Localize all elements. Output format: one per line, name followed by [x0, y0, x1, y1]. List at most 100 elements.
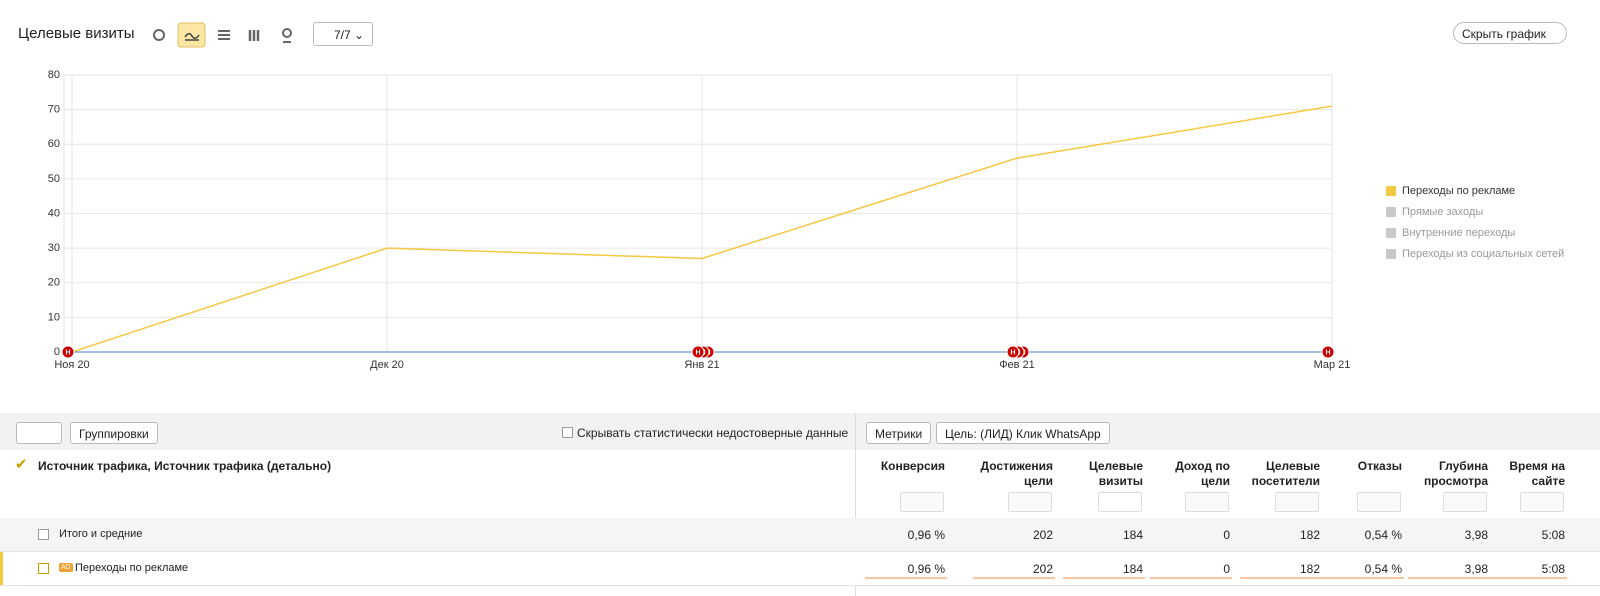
- legend-label: Прямые заходы: [1402, 206, 1483, 218]
- y-tick-label: 40: [48, 207, 60, 219]
- legend-checkbox: [1386, 186, 1396, 196]
- legend-checkbox: [1386, 228, 1396, 238]
- table-cell: 0: [1223, 562, 1230, 576]
- segments-label: 7/7: [334, 28, 351, 42]
- y-tick-label: 0: [54, 346, 60, 358]
- metrics-button[interactable]: Метрики: [866, 422, 932, 444]
- y-tick-label: 60: [48, 138, 60, 150]
- x-tick-label: Дек 20: [370, 359, 404, 371]
- cell-bar: [1240, 577, 1322, 579]
- row-badge: AD: [59, 563, 73, 572]
- y-tick-label: 20: [48, 277, 60, 289]
- column-tools: [900, 492, 944, 512]
- table-row: [0, 552, 1600, 586]
- column-header: Время на сайте: [1509, 459, 1565, 488]
- hide-chart-label: Скрыть график: [1462, 27, 1546, 41]
- row-checkbox: [38, 563, 49, 574]
- dimension-header: Источник трафика, Источник трафика (дета…: [38, 459, 332, 473]
- event-label: Н: [65, 349, 70, 356]
- table-cell: 3,98: [1464, 562, 1488, 576]
- y-tick-label: 70: [48, 104, 60, 116]
- table-cell: 184: [1122, 562, 1143, 576]
- event-label: Н: [1010, 349, 1015, 356]
- event-marker: Н: [691, 345, 705, 359]
- divider: [855, 413, 856, 596]
- cell-bar: [865, 577, 947, 579]
- column-tools: [1275, 492, 1319, 512]
- row-marker: [0, 552, 3, 585]
- table-cell: 182: [1299, 562, 1320, 576]
- column-tools: [1098, 492, 1142, 512]
- table-cell: 3,98: [1464, 528, 1488, 542]
- column-header: Целевые посетители: [1251, 459, 1320, 488]
- cell-bar: [1408, 577, 1490, 579]
- table-cell: 184: [1122, 528, 1143, 542]
- cell-bar: [1150, 577, 1232, 579]
- x-tick-label: Янв 21: [684, 359, 719, 371]
- x-tick-label: Фев 21: [999, 359, 1035, 371]
- column-header: Конверсия: [880, 459, 945, 473]
- y-tick-label: 50: [48, 173, 60, 185]
- legend-label: Переходы из социальных сетей: [1402, 248, 1564, 260]
- y-tick-label: 80: [48, 69, 60, 81]
- column-tools: [1443, 492, 1487, 512]
- chart-type-icons: [153, 22, 292, 48]
- column-tools: [1357, 492, 1401, 512]
- checkbox[interactable]: [562, 427, 573, 438]
- event-label: Н: [1325, 349, 1330, 356]
- check-icon: ✔: [15, 456, 28, 473]
- row-checkbox: [38, 529, 49, 540]
- row-label: Переходы по рекламе: [75, 562, 189, 574]
- table-cell: 0: [1223, 528, 1230, 542]
- table-cell: 0,54 %: [1364, 562, 1402, 576]
- groupings-button[interactable]: Группировки: [70, 422, 158, 444]
- view-toggle[interactable]: [16, 422, 62, 444]
- legend-label: Переходы по рекламе: [1402, 185, 1515, 197]
- table-cell: 0,54 %: [1364, 528, 1402, 542]
- cell-bar: [1063, 577, 1145, 579]
- x-tick-label: Мар 21: [1314, 359, 1351, 371]
- chart: 0 10 20 30 40 50 60 70 80 Ноя 20 Дек 20 Янв 21 Фев 2…: [48, 69, 1565, 371]
- event-marker: Н: [1006, 345, 1020, 359]
- event-circle: [61, 345, 75, 359]
- table-cell: 5:08: [1541, 562, 1565, 576]
- y-tick-label: 30: [48, 242, 60, 254]
- hide-unreliable-label: Скрывать статистически недостоверные дан…: [577, 426, 849, 440]
- table-cell: 5:08: [1541, 528, 1565, 542]
- legend-checkbox: [1386, 249, 1396, 259]
- column-header: Отказы: [1357, 459, 1402, 473]
- page-title: Целевые визиты: [18, 25, 135, 42]
- column-header: Глубина просмотра: [1423, 459, 1488, 488]
- column-header: Доход по цели: [1175, 459, 1230, 488]
- column-tools: [1185, 492, 1229, 512]
- table-cell: 202: [1032, 528, 1053, 542]
- table-cell: 182: [1299, 528, 1320, 542]
- event-circle: [1321, 345, 1335, 359]
- cell-bar: [1485, 577, 1567, 579]
- column-tools: [1520, 492, 1564, 512]
- legend-label: Внутренние переходы: [1402, 227, 1515, 239]
- legend-checkbox: [1386, 207, 1396, 217]
- event-label: Н: [695, 349, 700, 356]
- segments-button[interactable]: 7/7 ⌄: [313, 22, 374, 46]
- y-tick-label: 10: [48, 311, 60, 323]
- line: [71, 105, 1333, 353]
- hide-chart-button[interactable]: Скрыть график: [1453, 22, 1567, 44]
- table-row: [0, 518, 1600, 552]
- goal-button[interactable]: Цель: (ЛИД) Клик WhatsApp: [936, 422, 1110, 444]
- column-tools: [1008, 492, 1052, 512]
- x-tick-label: Ноя 20: [54, 359, 89, 371]
- event-circle: [1006, 345, 1020, 359]
- cell-bar: [973, 577, 1055, 579]
- event-marker: Н: [1321, 345, 1335, 359]
- cell-bar: [1322, 577, 1404, 579]
- toolbar: [0, 413, 1600, 450]
- column-header: Достижения цели: [980, 459, 1053, 488]
- event-marker: Н: [61, 345, 75, 359]
- table-cell: 0,96 %: [907, 528, 945, 542]
- table-cell: 202: [1032, 562, 1053, 576]
- row-label: Итого и средние: [59, 528, 143, 540]
- table-cell: 0,96 %: [907, 562, 945, 576]
- column-header: Целевые визиты: [1088, 459, 1143, 488]
